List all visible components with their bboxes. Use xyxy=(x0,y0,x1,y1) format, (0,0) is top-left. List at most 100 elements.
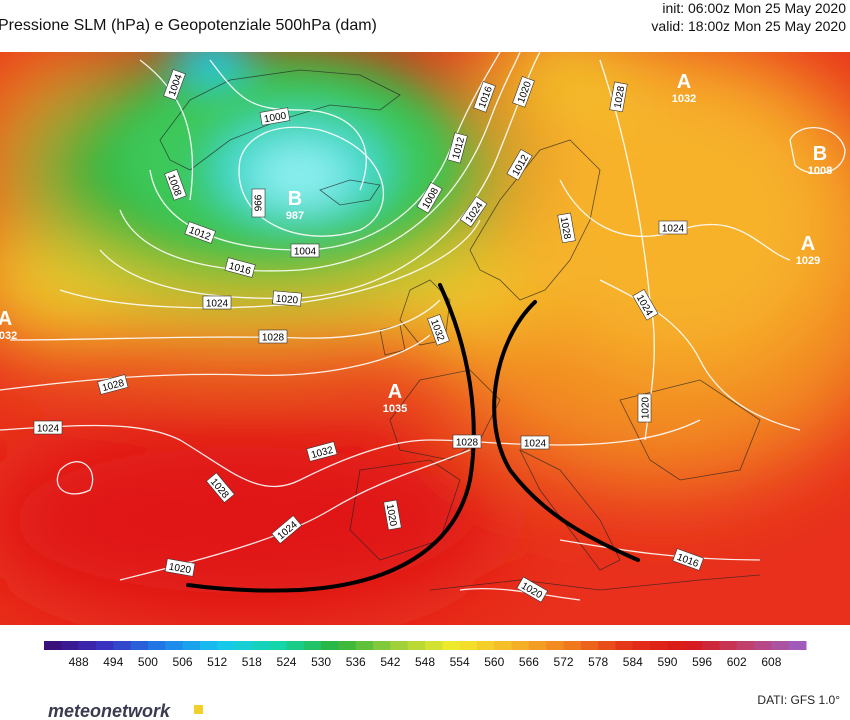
colorbar-tick-label: 560 xyxy=(484,655,504,669)
isobar-label-box xyxy=(557,212,576,244)
colorbar-swatch xyxy=(632,641,651,650)
map-area: 1004100099610081012100410161020102410281… xyxy=(0,52,850,625)
colorbar-swatch xyxy=(546,641,565,650)
colorbar-swatch xyxy=(719,641,738,650)
pressure-center-value: 987 xyxy=(286,210,304,222)
isobar-label: 1028 xyxy=(609,81,628,113)
colorbar-swatch xyxy=(754,641,772,650)
isobar-label-box xyxy=(416,181,443,214)
isobar-label-text: 1004 xyxy=(294,247,317,258)
colorbar-swatch xyxy=(113,641,132,650)
colorbar-tick-label: 572 xyxy=(554,655,574,669)
colorbar-tick-label: 530 xyxy=(311,655,331,669)
isobar-label-box xyxy=(447,132,468,164)
pressure-center-letter: B xyxy=(813,143,827,165)
isobar-label-box xyxy=(164,558,196,577)
colorbar-tick-label: 494 xyxy=(103,655,123,669)
isobar-label-box xyxy=(258,329,288,344)
isobar-label-box xyxy=(33,420,63,435)
colorbar-tick-label: 500 xyxy=(138,655,158,669)
isobar-label-text: 1020 xyxy=(275,294,299,307)
isobar-label-text: 1024 xyxy=(662,224,685,235)
isobar-label-box xyxy=(224,257,256,278)
colorbar-swatch xyxy=(442,641,461,650)
isobar-label-box xyxy=(658,220,688,235)
colorbar-swatch xyxy=(459,641,478,650)
colorbar-swatch xyxy=(580,641,599,650)
isobar-label-box xyxy=(473,81,496,113)
colorbar-tick-label: 536 xyxy=(346,655,366,669)
isobar-label-text: 996 xyxy=(252,195,263,212)
colorbar-swatch xyxy=(390,641,409,650)
isobar-label-box xyxy=(427,314,450,346)
colorbar-swatch xyxy=(563,641,582,650)
pressure-center-value: 1008 xyxy=(808,165,832,177)
colorbar-swatch xyxy=(95,641,114,650)
colorbar-tick-label: 566 xyxy=(519,655,539,669)
isobar-label: 1024 xyxy=(33,420,63,435)
colorbar-swatch xyxy=(199,641,218,650)
colorbar-tick-label: 554 xyxy=(450,655,470,669)
isobar-label: 1024 xyxy=(520,435,550,450)
isobar-label-text: 1024 xyxy=(206,299,229,310)
data-source: DATI: GFS 1.0° xyxy=(757,693,840,707)
pressure-center-letter: A xyxy=(388,381,402,403)
colorbar-swatch xyxy=(788,641,807,650)
isobar-label-box xyxy=(272,290,302,307)
isobar-label-text: 1028 xyxy=(613,85,628,109)
pressure-center-value: 1029 xyxy=(796,255,820,267)
isobar-label: 1000 xyxy=(259,107,291,126)
colorbar-swatch xyxy=(286,641,305,650)
colorbar-swatch xyxy=(736,641,755,650)
colorbar-swatch xyxy=(650,641,668,650)
colorbar-tick-label: 584 xyxy=(623,655,643,669)
pressure-center-value: 1032 xyxy=(672,93,696,105)
isobar-label-box xyxy=(97,374,129,395)
isobar-label-box xyxy=(506,148,533,181)
colorbar-tick-label: 512 xyxy=(207,655,227,669)
colorbar-swatch xyxy=(130,641,149,650)
isobar-label: 1028 xyxy=(258,329,288,344)
isobar-label-text: 1020 xyxy=(641,396,652,419)
colorbar-tick-label: 608 xyxy=(761,655,781,669)
pressure-center-letter: A xyxy=(801,233,815,255)
colorbar-swatch xyxy=(217,641,235,650)
pressure-center-value: 1032 xyxy=(0,330,17,342)
colorbar-tick-label: 542 xyxy=(380,655,400,669)
isobar-label-box xyxy=(306,441,338,462)
pressure-center-letter: B xyxy=(288,188,302,210)
isobar-label: 1024 xyxy=(202,295,232,310)
isobar-label-box xyxy=(251,188,266,218)
colorbar-swatch xyxy=(251,641,270,650)
isobar-label-box xyxy=(637,393,652,423)
colorbar-swatch xyxy=(182,641,201,650)
isobar-label: 1004 xyxy=(290,243,320,258)
colorbar-swatch xyxy=(511,641,530,650)
colorbar-swatch xyxy=(355,641,374,650)
colorbar-swatch xyxy=(269,641,287,650)
colorbar-swatch xyxy=(494,641,513,650)
isobar-label-box xyxy=(163,69,186,101)
valid-time: valid: 18:00z Mon 25 May 2020 xyxy=(651,18,846,34)
isobar-label: 1020 xyxy=(164,558,196,577)
colorbar-swatch xyxy=(147,641,166,650)
isobar-label-box xyxy=(164,169,187,201)
colorbar-swatch xyxy=(234,641,253,650)
colorbar-swatch xyxy=(684,641,703,650)
isobar-label: 996 xyxy=(251,188,266,218)
colorbar-tick-label: 506 xyxy=(173,655,193,669)
isobar-label-box xyxy=(512,76,535,108)
colorbar-tick-label: 590 xyxy=(657,655,677,669)
colorbar-swatch xyxy=(425,641,443,650)
isobar-label: 1028 xyxy=(557,212,576,244)
colorbar-swatch xyxy=(598,641,616,650)
isobar-label-box xyxy=(259,107,291,126)
isobar-label-text: 1024 xyxy=(524,439,547,450)
isobar-label-box xyxy=(184,221,216,244)
colorbar-swatch xyxy=(321,641,339,650)
isobar-label: 1020 xyxy=(383,499,402,531)
isobar-label-box xyxy=(632,288,659,321)
colorbar-swatch xyxy=(44,641,62,650)
